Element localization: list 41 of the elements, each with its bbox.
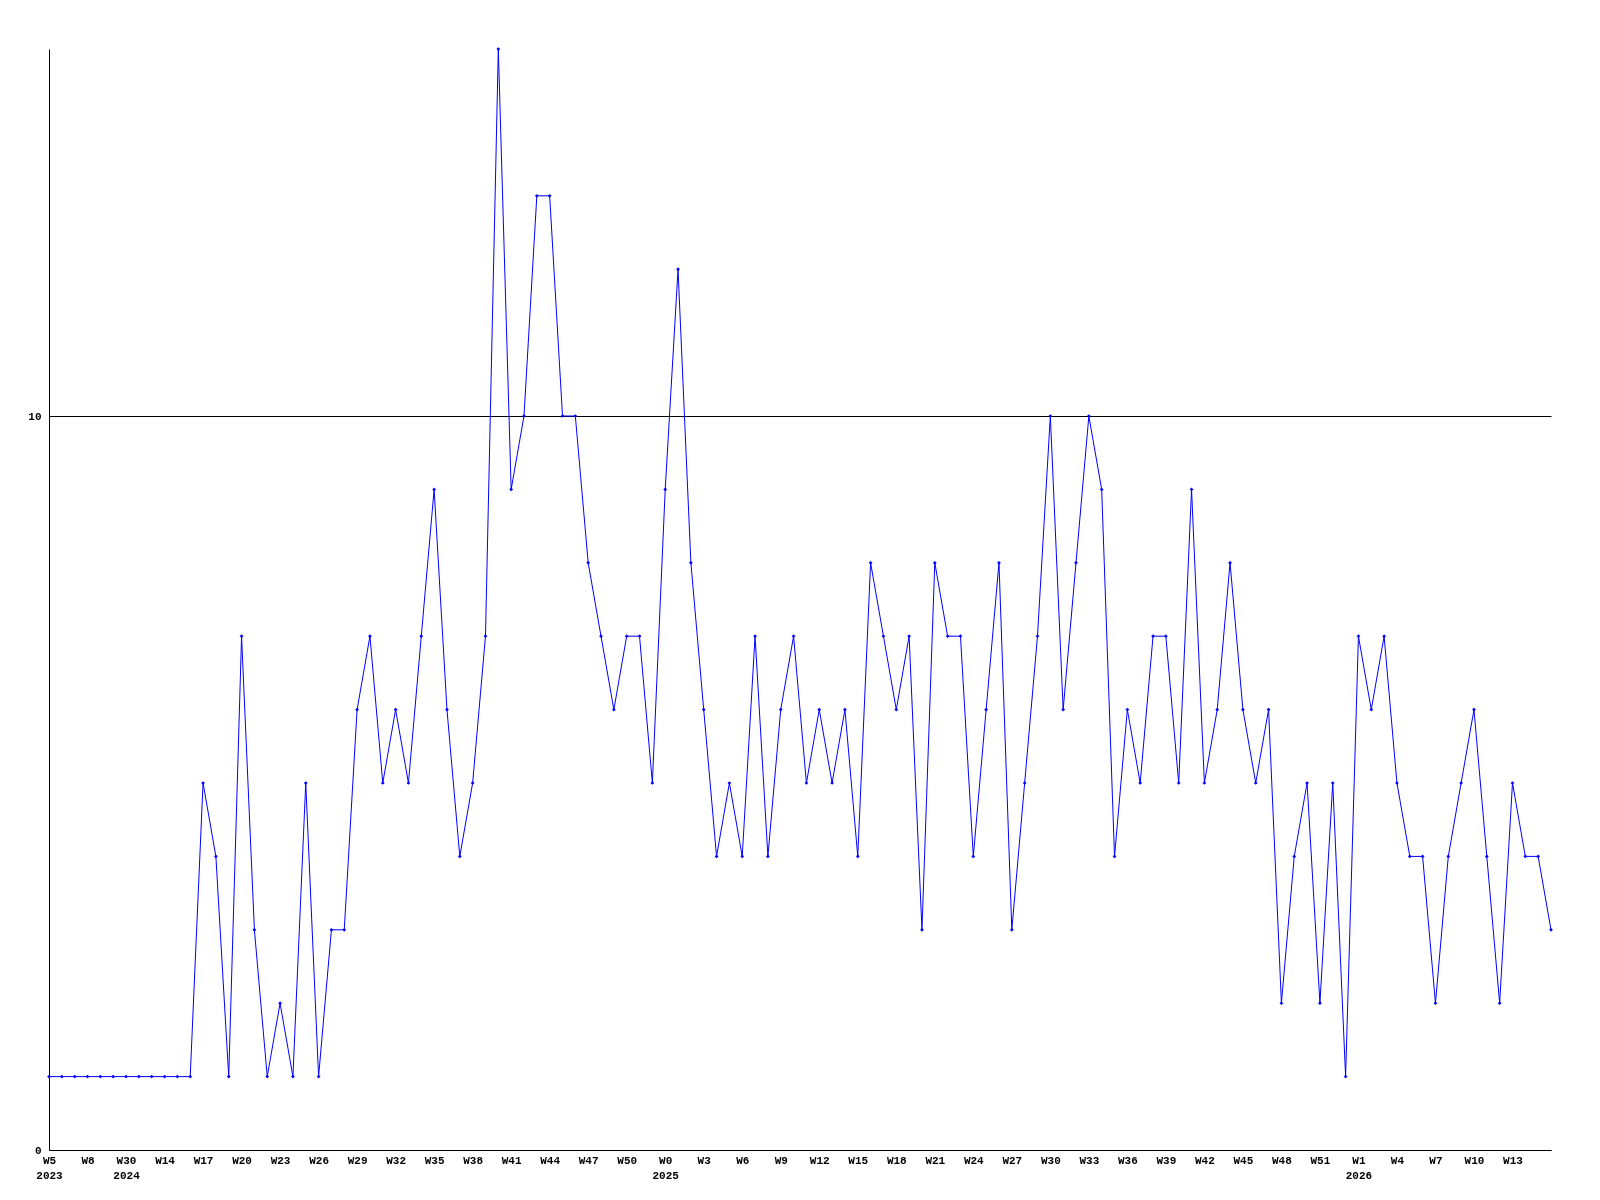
x-tick-label: W44 — [540, 1154, 561, 1167]
x-tick-label: W5 2023 — [36, 1154, 64, 1182]
x-tick-label: W1 2026 — [1345, 1154, 1373, 1182]
x-tick-label: W10 — [1464, 1154, 1485, 1167]
x-tick-label: W21 — [925, 1154, 946, 1167]
x-tick-label: W47 — [578, 1154, 599, 1167]
x-tick-label: W4 — [1390, 1154, 1405, 1167]
x-tick-label: W7 — [1429, 1154, 1443, 1167]
x-tick-label: W48 — [1272, 1154, 1293, 1167]
x-tick-label: W3 — [697, 1154, 712, 1167]
x-tick-label: W51 — [1310, 1154, 1331, 1167]
x-tick-label: W23 — [270, 1154, 291, 1167]
x-tick-label: W33 — [1079, 1154, 1100, 1167]
x-tick-label: W38 — [463, 1154, 484, 1167]
y-tick-label: 0 — [34, 1144, 42, 1157]
x-tick-label: W18 — [886, 1154, 908, 1167]
x-tick-label: W39 — [1156, 1154, 1177, 1167]
x-tick-label: W32 — [386, 1154, 407, 1167]
x-tick-label: W45 — [1233, 1154, 1254, 1167]
x-tick-label: W29 — [347, 1154, 368, 1167]
x-tick-label: W27 — [1002, 1154, 1023, 1167]
x-tick-label: W13 — [1503, 1154, 1524, 1167]
x-tick-label: W0 2025 — [652, 1154, 680, 1182]
x-tick-label: W42 — [1194, 1154, 1215, 1167]
x-tick-label: W6 — [736, 1154, 750, 1167]
x-tick-label: W14 — [155, 1154, 176, 1167]
x-tick-label: W41 — [501, 1154, 522, 1167]
x-tick-label: W36 — [1117, 1154, 1138, 1167]
x-tick-label: W12 — [809, 1154, 830, 1167]
x-tick-label: W24 — [963, 1154, 985, 1167]
x-tick-label: W35 — [424, 1154, 445, 1167]
x-tick-label: W8 — [81, 1154, 96, 1167]
y-tick-label: 10 — [28, 410, 42, 423]
x-tick-label: W20 — [232, 1154, 252, 1167]
x-tick-label: W30 — [1040, 1154, 1061, 1167]
x-tick-label: W9 — [774, 1154, 788, 1167]
x-tick-label: W30 2024 — [113, 1154, 141, 1182]
x-tick-label: W50 — [617, 1154, 638, 1167]
x-tick-label: W15 — [848, 1154, 869, 1167]
x-tick-label: W17 — [193, 1154, 214, 1167]
x-tick-label: W26 — [309, 1154, 329, 1167]
